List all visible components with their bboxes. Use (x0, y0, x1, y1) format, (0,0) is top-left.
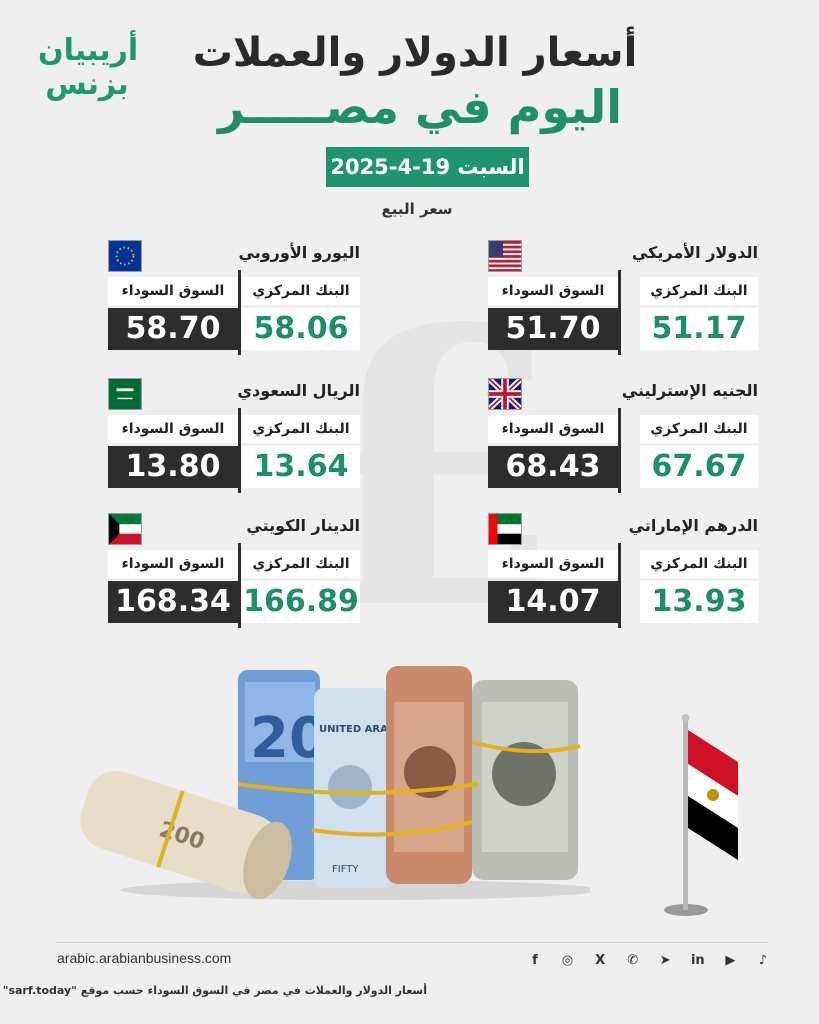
currency-card-aed: الدرهم الإماراتي البنك المركزي السوق الس… (488, 513, 758, 633)
saudi-flag-icon (108, 378, 142, 410)
currency-name: الريال السعودي (237, 381, 360, 400)
central-bank-rate: 13.64 (242, 446, 360, 488)
black-market-rate: 58.70 (108, 308, 238, 350)
youtube-icon[interactable]: ▶ (725, 952, 736, 968)
currency-card-sar: الريال السعودي البنك المركزي السوق السود… (108, 378, 360, 498)
black-market-rate: 168.34 (108, 581, 238, 623)
instagram-icon[interactable]: ◎ (561, 952, 574, 968)
black-market-rate: 68.43 (488, 446, 618, 488)
date-badge: السبت 19-4-2025 (326, 147, 529, 187)
banknote-rolls-image: 20 UNITED ARAB FIFTY 200 (80, 666, 590, 900)
black-market-label: السوق السوداء (108, 550, 238, 578)
central-bank-rate: 58.06 (242, 308, 360, 350)
currency-card-gbp: الجنيه الإسترليني البنك المركزي السوق ال… (488, 378, 758, 498)
card-divider (238, 270, 241, 355)
egp-banknote-roll: 200 (80, 770, 292, 900)
sell-price-label: سعر البيع (381, 200, 453, 218)
currency-name: الجنيه الإسترليني (621, 381, 758, 400)
kuwait-flag-icon (108, 513, 142, 545)
whatsapp-icon[interactable]: ✆ (627, 952, 639, 968)
page-title: أسعار الدولار والعملات (192, 30, 638, 76)
central-bank-rate: 67.67 (640, 446, 758, 488)
linkedin-icon[interactable]: in (690, 952, 705, 968)
uae-note-amount: FIFTY (332, 864, 359, 875)
black-market-rate: 51.70 (488, 308, 618, 350)
central-bank-label: البنك المركزي (640, 550, 758, 578)
card-divider (618, 543, 621, 628)
us-flag-icon (488, 240, 522, 272)
currency-card-usd: الدولار الأمريكي البنك المركزي السوق الس… (488, 240, 758, 360)
uk-flag-icon (488, 378, 522, 410)
black-market-rate: 14.07 (488, 581, 618, 623)
currency-name: الدرهم الإماراتي (628, 516, 758, 535)
page-subtitle: اليوم في مصـــــر (217, 80, 623, 134)
black-market-label: السوق السوداء (108, 415, 238, 443)
black-market-label: السوق السوداء (488, 550, 618, 578)
uae-flag-icon (488, 513, 522, 545)
x-icon[interactable]: X (595, 952, 606, 968)
card-divider (618, 270, 621, 355)
central-bank-rate: 166.89 (242, 581, 360, 623)
central-bank-label: البنك المركزي (242, 550, 360, 578)
currency-name: الدينار الكويتي (246, 516, 360, 535)
central-bank-rate: 51.17 (640, 308, 758, 350)
telegram-icon[interactable]: ➤ (659, 952, 671, 968)
footer-divider (56, 942, 768, 943)
central-bank-label: البنك المركزي (242, 415, 360, 443)
black-market-label: السوق السوداء (488, 277, 618, 305)
central-bank-label: البنك المركزي (640, 415, 758, 443)
uae-note-text: UNITED ARAB (319, 724, 395, 735)
central-bank-label: البنك المركزي (242, 277, 360, 305)
black-market-label: السوق السوداء (108, 277, 238, 305)
currency-name: اليورو الأوروبي (238, 243, 360, 262)
black-market-rate: 13.80 (108, 446, 238, 488)
black-market-label: السوق السوداء (488, 415, 618, 443)
logo-line-2: بزنس (45, 67, 129, 102)
central-bank-rate: 13.93 (640, 581, 758, 623)
source-footnote: أسعار الدولار والعملات في مصر في السوق ا… (2, 984, 427, 997)
card-divider (618, 408, 621, 493)
currency-card-eur: اليورو الأوروبي البنك المركزي السوق السو… (108, 240, 360, 360)
card-divider (238, 408, 241, 493)
central-bank-label: البنك المركزي (640, 277, 758, 305)
logo-line-1: أريبيان (38, 33, 139, 68)
tiktok-icon[interactable]: ♪ (758, 952, 768, 968)
arabian-business-logo: أريبيان بزنس (38, 33, 139, 110)
eu-flag-icon (108, 240, 142, 272)
currency-name: الدولار الأمريكي (631, 243, 758, 262)
facebook-icon[interactable]: f (532, 952, 538, 968)
egypt-flag-icon (664, 714, 738, 916)
currency-card-kwd: الدينار الكويتي البنك المركزي السوق السو… (108, 513, 360, 633)
card-divider (238, 543, 241, 628)
social-icons-bar: f ◎ X ✆ ➤ in ▶ ♪ (526, 950, 772, 970)
website-url[interactable]: arabic.arabianbusiness.com (57, 950, 232, 966)
